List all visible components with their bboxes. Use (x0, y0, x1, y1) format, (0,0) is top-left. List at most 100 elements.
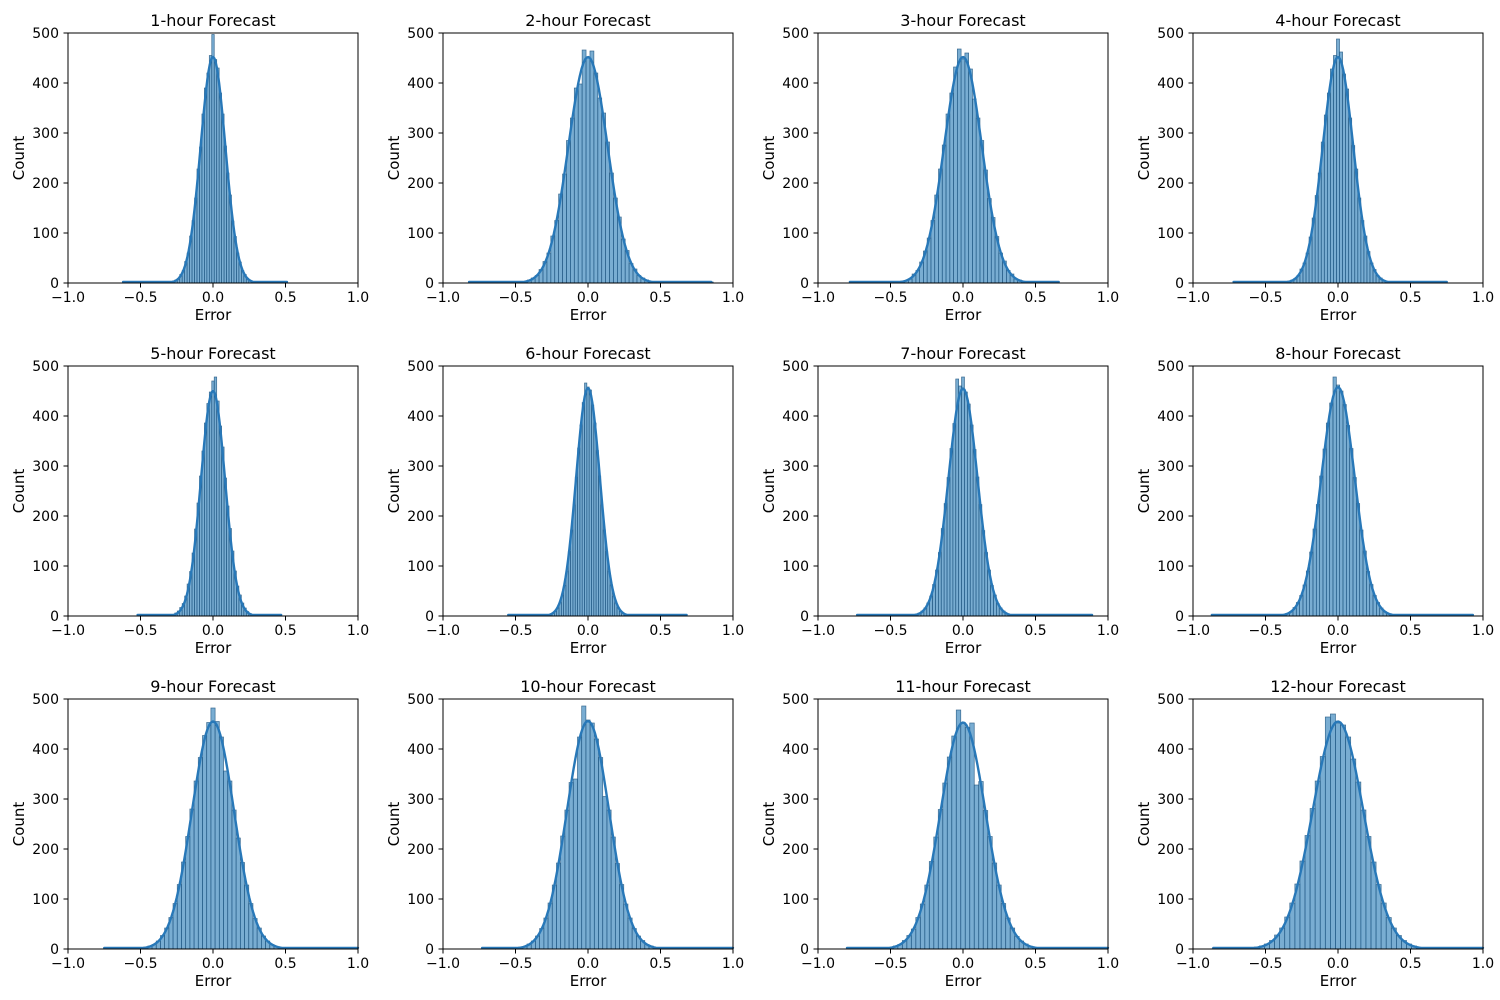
svg-text:−1.0: −1.0 (801, 956, 835, 972)
subplot-5-xlabel: Error (194, 639, 232, 657)
subplot-9-plot: −1.0 −0.5 0.0 0.5 1.0 0 100 200 300 400 500 (32, 692, 369, 972)
kde-curve (507, 387, 688, 617)
subplot-5-plot: −1.0 −0.5 0.0 0.5 1.0 0 100 200 300 400 500 (32, 359, 369, 639)
subplot-4: 4-hour Forecast Count Error −1.0 −0.5 0.0 0… (1125, 0, 1500, 333)
subplot-4-title: 4-hour Forecast (1275, 11, 1401, 30)
svg-text:−0.5: −0.5 (499, 290, 533, 306)
svg-text:−1.0: −1.0 (426, 290, 460, 306)
subplot-7-title: 7-hour Forecast (900, 344, 1026, 363)
subplot-7-xlabel: Error (944, 639, 982, 657)
subplot-5-title: 5-hour Forecast (150, 344, 276, 363)
svg-text:500: 500 (407, 692, 434, 708)
histogram-bars (469, 49, 714, 284)
kde-curve (1232, 56, 1448, 284)
tick-labels: −1.0 −0.5 0.0 0.5 1.0 0 100 200 300 400 500 (32, 692, 369, 972)
svg-text:0.0: 0.0 (1327, 290, 1349, 306)
tick-marks (438, 698, 734, 954)
svg-text:1.0: 1.0 (347, 290, 369, 306)
svg-text:500: 500 (32, 692, 59, 708)
subplot-11-xlabel: Error (944, 972, 982, 990)
histogram-bars (124, 34, 288, 284)
svg-text:0.0: 0.0 (577, 956, 599, 972)
svg-text:−0.5: −0.5 (124, 290, 158, 306)
subplot-9: 9-hour Forecast Count Error −1.0 −0.5 0.0 0… (0, 666, 375, 1000)
svg-text:−1.0: −1.0 (51, 956, 85, 972)
svg-text:200: 200 (407, 509, 434, 525)
svg-text:−0.5: −0.5 (1249, 956, 1283, 972)
svg-text:−1.0: −1.0 (1176, 623, 1210, 639)
svg-text:200: 200 (782, 176, 809, 192)
svg-text:400: 400 (1157, 742, 1184, 758)
svg-text:500: 500 (1157, 692, 1184, 708)
subplot-10-plot: −1.0 −0.5 0.0 0.5 1.0 0 100 200 300 400 500 (407, 692, 744, 972)
tick-marks (1188, 365, 1484, 621)
svg-text:100: 100 (407, 892, 434, 908)
svg-text:0.0: 0.0 (202, 623, 224, 639)
svg-text:500: 500 (1157, 26, 1184, 42)
tick-labels: −1.0 −0.5 0.0 0.5 1.0 0 100 200 300 400 500 (32, 359, 369, 639)
svg-text:0: 0 (800, 276, 809, 292)
tick-marks (813, 365, 1109, 621)
svg-text:100: 100 (32, 892, 59, 908)
svg-text:200: 200 (32, 509, 59, 525)
svg-text:−0.5: −0.5 (874, 290, 908, 306)
subplot-1: 1-hour Forecast Count Error −1.0 −0.5 0.0 0… (0, 0, 375, 333)
histogram-bars (1234, 38, 1448, 284)
tick-labels: −1.0 −0.5 0.0 0.5 1.0 0 100 200 300 400 500 (1157, 26, 1494, 306)
svg-text:0.5: 0.5 (1024, 623, 1046, 639)
svg-text:300: 300 (782, 459, 809, 475)
svg-text:200: 200 (407, 842, 434, 858)
svg-text:300: 300 (32, 459, 59, 475)
svg-text:0.0: 0.0 (952, 623, 974, 639)
kde-curve (1210, 385, 1475, 617)
svg-text:0.5: 0.5 (274, 623, 296, 639)
svg-text:1.0: 1.0 (1472, 956, 1494, 972)
svg-text:100: 100 (32, 559, 59, 575)
svg-text:1.0: 1.0 (1097, 290, 1119, 306)
svg-text:500: 500 (32, 359, 59, 375)
svg-text:0.5: 0.5 (1024, 956, 1046, 972)
kde-curve (121, 55, 289, 284)
tick-marks (63, 32, 359, 288)
svg-text:400: 400 (32, 76, 59, 92)
kde-curve (480, 719, 735, 950)
svg-text:100: 100 (1157, 226, 1184, 242)
subplot-8-title: 8-hour Forecast (1275, 344, 1401, 363)
svg-text:400: 400 (407, 409, 434, 425)
svg-text:400: 400 (1157, 76, 1184, 92)
svg-text:0: 0 (800, 609, 809, 625)
subplot-9-xlabel: Error (194, 972, 232, 990)
svg-text:300: 300 (407, 792, 434, 808)
histogram-bars (856, 376, 1093, 617)
svg-text:500: 500 (407, 26, 434, 42)
subplot-12: 12-hour Forecast Count Error −1.0 −0.5 0.0… (1125, 666, 1500, 1000)
tick-labels: −1.0 −0.5 0.0 0.5 1.0 0 100 200 300 400 500 (782, 359, 1119, 639)
tick-marks (1188, 698, 1484, 954)
histogram-bars (847, 709, 1107, 950)
svg-text:−1.0: −1.0 (426, 956, 460, 972)
svg-text:1.0: 1.0 (347, 956, 369, 972)
svg-text:0: 0 (1175, 276, 1184, 292)
svg-text:300: 300 (1157, 126, 1184, 142)
svg-text:−0.5: −0.5 (499, 956, 533, 972)
svg-text:200: 200 (782, 509, 809, 525)
svg-text:0.0: 0.0 (202, 956, 224, 972)
subplot-8-plot: −1.0 −0.5 0.0 0.5 1.0 0 100 200 300 400 500 (1157, 359, 1494, 639)
subplot-11: 11-hour Forecast Count Error −1.0 −0.5 0.0… (750, 666, 1125, 1000)
svg-text:200: 200 (782, 842, 809, 858)
subplot-7: 7-hour Forecast Count Error −1.0 −0.5 0.0 0… (750, 333, 1125, 666)
tick-labels: −1.0 −0.5 0.0 0.5 1.0 0 100 200 300 400 500 (1157, 692, 1494, 972)
svg-text:0: 0 (1175, 609, 1184, 625)
svg-text:0: 0 (50, 276, 59, 292)
subplot-2-plot: −1.0 −0.5 0.0 0.5 1.0 0 100 200 300 400 500 (407, 26, 744, 306)
svg-text:500: 500 (407, 359, 434, 375)
subplot-5: 5-hour Forecast Count Error −1.0 −0.5 0.0 0… (0, 333, 375, 666)
kde-curve (848, 55, 1060, 284)
svg-text:0.0: 0.0 (1327, 623, 1349, 639)
svg-text:500: 500 (782, 692, 809, 708)
svg-text:300: 300 (1157, 459, 1184, 475)
svg-text:100: 100 (782, 892, 809, 908)
tick-marks (438, 365, 734, 621)
svg-text:100: 100 (32, 226, 59, 242)
